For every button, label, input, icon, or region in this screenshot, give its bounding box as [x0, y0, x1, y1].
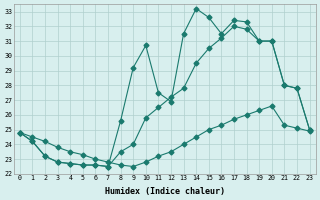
X-axis label: Humidex (Indice chaleur): Humidex (Indice chaleur) — [105, 187, 225, 196]
